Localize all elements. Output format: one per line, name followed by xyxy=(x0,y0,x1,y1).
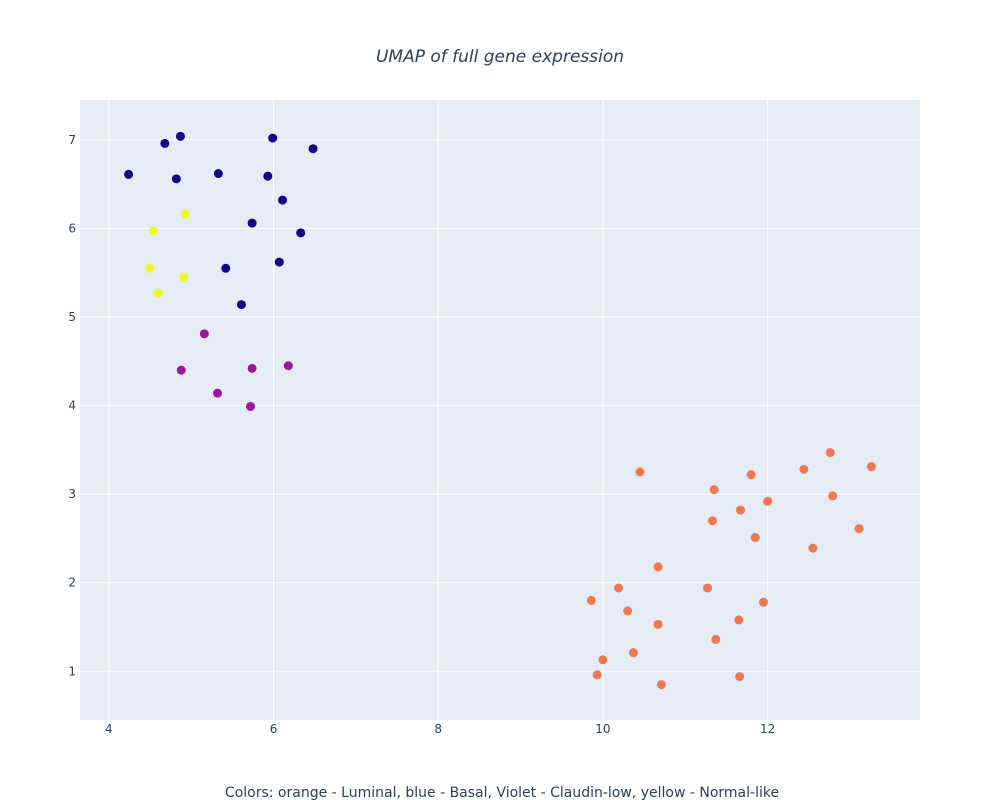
data-point xyxy=(268,133,278,143)
data-point xyxy=(247,363,257,373)
x-tick-label: 4 xyxy=(105,722,113,736)
data-point xyxy=(213,388,223,398)
data-point xyxy=(734,615,744,625)
data-point xyxy=(199,329,209,339)
y-tick-label: 3 xyxy=(68,487,76,501)
data-point xyxy=(236,300,246,310)
data-points xyxy=(124,131,876,690)
data-point xyxy=(828,491,838,501)
data-point xyxy=(263,171,273,181)
data-point xyxy=(283,361,293,371)
data-point xyxy=(735,672,745,682)
data-point xyxy=(171,174,181,184)
data-point xyxy=(703,583,713,593)
data-point xyxy=(221,263,231,273)
y-tick-label: 4 xyxy=(68,399,76,413)
data-point xyxy=(808,543,818,553)
x-tick-label: 6 xyxy=(270,722,278,736)
x-tick-label: 8 xyxy=(434,722,442,736)
x-axis-ticks: 4 6 8 10 12 xyxy=(105,722,775,736)
data-point xyxy=(274,257,284,267)
data-point xyxy=(278,195,288,205)
data-point xyxy=(296,228,306,238)
data-point xyxy=(628,648,638,658)
data-point xyxy=(854,524,864,534)
data-point xyxy=(656,680,666,690)
data-point xyxy=(145,263,155,273)
data-point xyxy=(653,562,663,572)
data-point xyxy=(750,533,760,543)
data-point xyxy=(598,655,608,665)
data-point xyxy=(709,485,719,495)
data-point xyxy=(707,516,717,526)
y-tick-label: 7 xyxy=(68,133,76,147)
data-point xyxy=(735,505,745,515)
data-point xyxy=(124,169,134,179)
color-legend-caption: Colors: orange - Luminal, blue - Basal, … xyxy=(225,785,779,800)
x-tick-label: 12 xyxy=(760,722,775,736)
data-point xyxy=(763,496,773,506)
data-point xyxy=(180,209,190,219)
data-point xyxy=(653,619,663,629)
data-point xyxy=(711,634,721,644)
data-point xyxy=(623,606,633,616)
y-tick-label: 5 xyxy=(68,310,76,324)
y-tick-label: 6 xyxy=(68,221,76,235)
y-tick-label: 1 xyxy=(68,664,76,678)
grid xyxy=(80,100,920,720)
data-point xyxy=(799,464,809,474)
data-point xyxy=(825,448,835,458)
data-point xyxy=(592,670,602,680)
data-point xyxy=(176,365,186,375)
data-point xyxy=(746,470,756,480)
chart-title: UMAP of full gene expression xyxy=(376,47,624,67)
data-point xyxy=(635,467,645,477)
y-tick-label: 2 xyxy=(68,576,76,590)
y-axis-ticks: 1 2 3 4 5 6 7 xyxy=(68,133,76,678)
data-point xyxy=(175,131,185,141)
data-point xyxy=(586,595,596,605)
data-point xyxy=(148,226,158,236)
data-point xyxy=(759,597,769,607)
data-point xyxy=(866,462,876,472)
plot-area xyxy=(80,100,920,720)
data-point xyxy=(247,218,257,228)
data-point xyxy=(179,272,189,282)
data-point xyxy=(160,138,170,148)
data-point xyxy=(614,583,624,593)
x-tick-label: 10 xyxy=(595,722,610,736)
data-point xyxy=(245,401,255,411)
data-point xyxy=(153,288,163,298)
data-point xyxy=(213,169,223,179)
data-point xyxy=(308,144,318,154)
